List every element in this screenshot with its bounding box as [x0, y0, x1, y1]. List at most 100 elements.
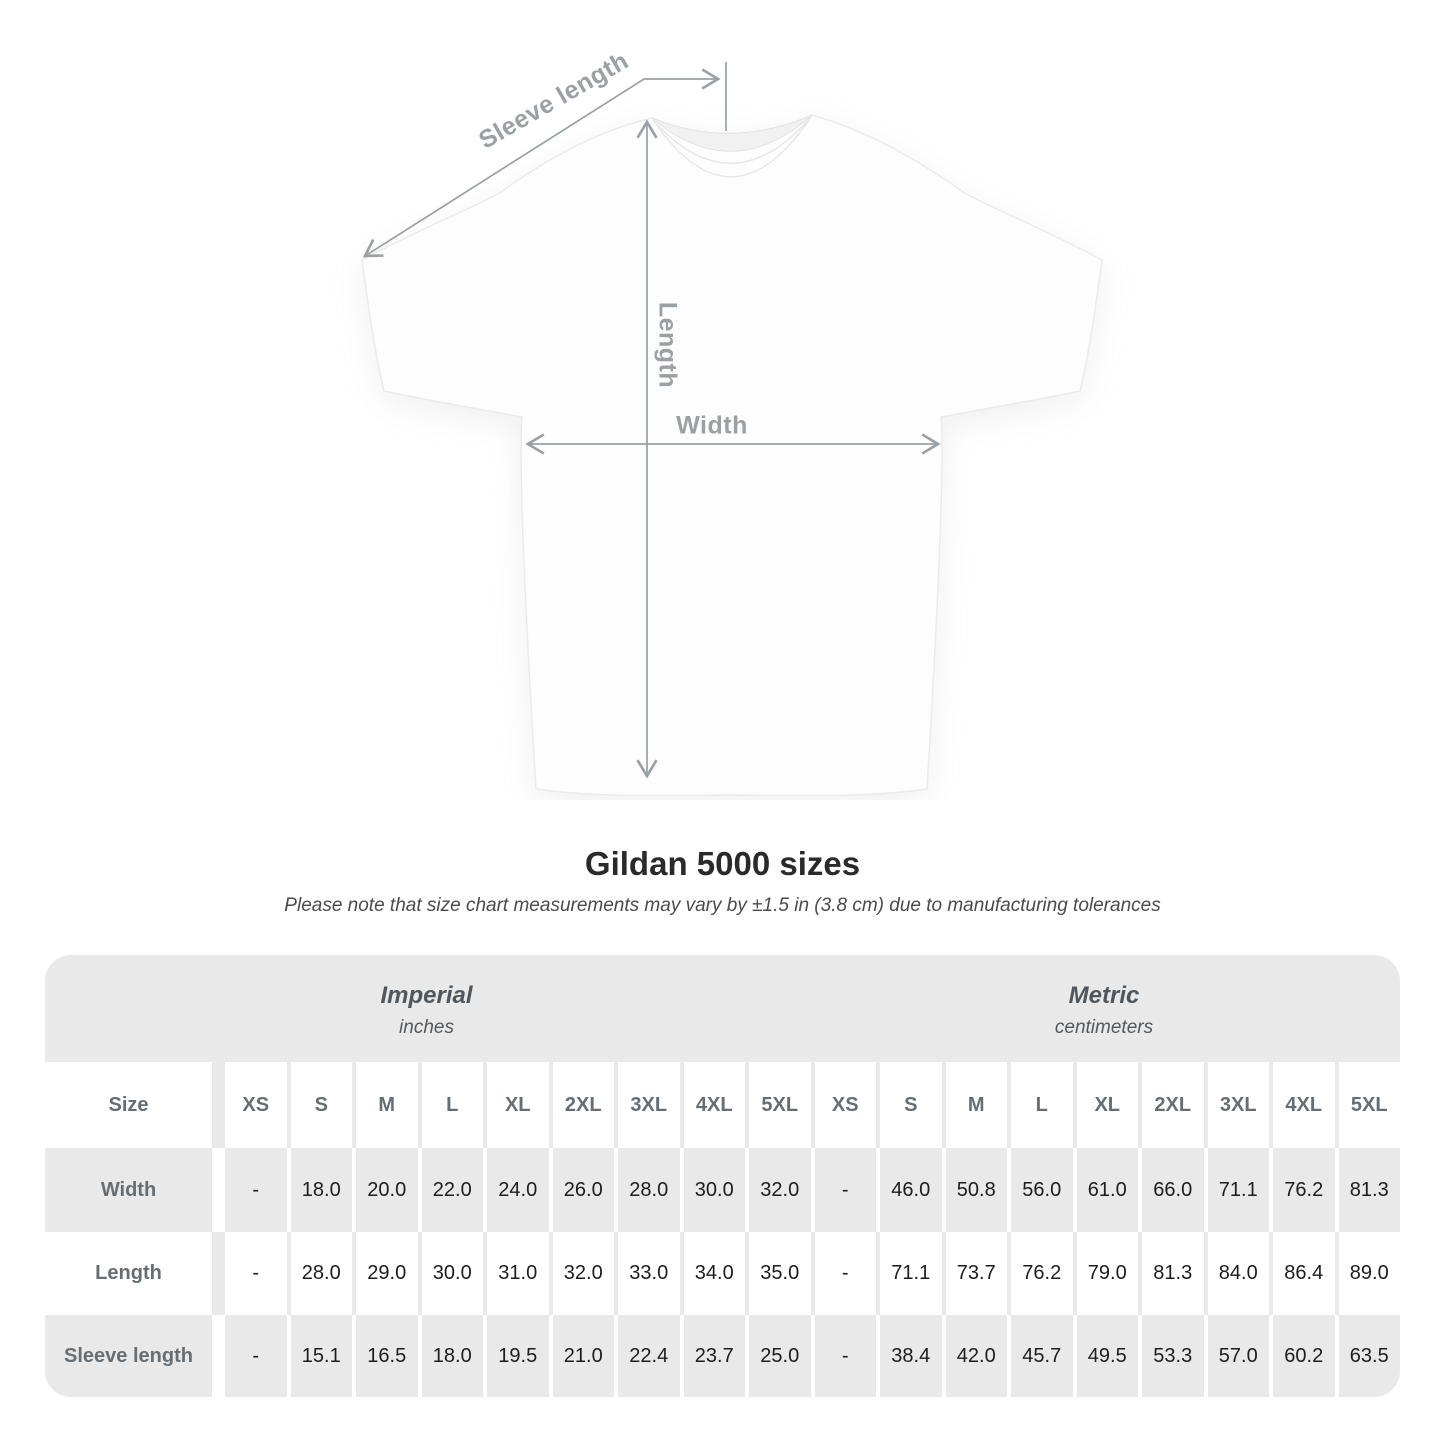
table-cell: 45.7 — [1011, 1315, 1073, 1397]
table-cell: 76.2 — [1273, 1148, 1335, 1232]
table-cell: 60.2 — [1273, 1315, 1335, 1397]
size-header-imperial-l: L — [421, 1062, 483, 1148]
imperial-group-header: Imperial inches — [45, 955, 808, 1062]
size-header-imperial-3xl: 3XL — [618, 1062, 680, 1148]
table-row-sleeve-length: Sleeve length - 15.1 16.5 18.0 19.5 21.0… — [45, 1315, 1400, 1397]
size-header-imperial-xs: XS — [225, 1062, 287, 1148]
table-cell: - — [225, 1148, 287, 1232]
table-cell: 79.0 — [1076, 1232, 1138, 1315]
column-divider — [216, 1148, 221, 1232]
size-column-header: Size — [45, 1062, 212, 1148]
table-cell: 63.5 — [1338, 1315, 1400, 1397]
table-cell: 16.5 — [356, 1315, 418, 1397]
size-header-imperial-s: S — [290, 1062, 352, 1148]
table-cell: - — [225, 1232, 287, 1315]
column-divider — [216, 1062, 221, 1148]
table-cell: 32.0 — [552, 1232, 614, 1315]
size-header-metric-3xl: 3XL — [1207, 1062, 1269, 1148]
size-header-imperial-m: M — [356, 1062, 418, 1148]
table-cell: 29.0 — [356, 1232, 418, 1315]
size-header-metric-s: S — [880, 1062, 942, 1148]
table-cell: - — [814, 1315, 876, 1397]
table-cell: 81.3 — [1338, 1148, 1400, 1232]
table-cell: 28.0 — [290, 1232, 352, 1315]
table-cell: 35.0 — [749, 1232, 811, 1315]
table-cell: 18.0 — [290, 1148, 352, 1232]
size-header-metric-4xl: 4XL — [1273, 1062, 1335, 1148]
table-cell: 18.0 — [421, 1315, 483, 1397]
size-header-metric-l: L — [1011, 1062, 1073, 1148]
row-label-width: Width — [45, 1148, 212, 1232]
table-cell: 66.0 — [1142, 1148, 1204, 1232]
table-cell: 81.3 — [1142, 1232, 1204, 1315]
imperial-unit: inches — [399, 1017, 454, 1038]
table-cell: 56.0 — [1011, 1148, 1073, 1232]
table-cell: 71.1 — [880, 1232, 942, 1315]
table-cell: 86.4 — [1273, 1232, 1335, 1315]
size-header-metric-xl: XL — [1076, 1062, 1138, 1148]
size-header-metric-m: M — [945, 1062, 1007, 1148]
table-cell: 20.0 — [356, 1148, 418, 1232]
size-header-imperial-4xl: 4XL — [683, 1062, 745, 1148]
sleeve-length-arrow — [362, 68, 721, 258]
table-cell: 46.0 — [880, 1148, 942, 1232]
table-cell: 26.0 — [552, 1148, 614, 1232]
tolerance-note: Please note that size chart measurements… — [284, 895, 1161, 916]
table-cell: 61.0 — [1076, 1148, 1138, 1232]
table-cell: - — [814, 1232, 876, 1315]
table-cell: 42.0 — [945, 1315, 1007, 1397]
row-label-sleeve-length: Sleeve length — [45, 1315, 212, 1397]
unit-band: Imperial inches Metric centimeters — [45, 955, 1400, 1062]
size-header-imperial-2xl: 2XL — [552, 1062, 614, 1148]
column-divider — [216, 1232, 221, 1315]
table-row-length: Length - 28.0 29.0 30.0 31.0 32.0 33.0 3… — [45, 1232, 1400, 1315]
table-row-width: Width - 18.0 20.0 22.0 24.0 26.0 28.0 30… — [45, 1148, 1400, 1232]
table-cell: 22.0 — [421, 1148, 483, 1232]
table-cell: 32.0 — [749, 1148, 811, 1232]
table-cell: 30.0 — [683, 1148, 745, 1232]
size-diagram: Sleeve length Length Width — [361, 47, 1103, 797]
table-cell: 22.4 — [618, 1315, 680, 1397]
table-cell: 49.5 — [1076, 1315, 1138, 1397]
tshirt-body — [361, 114, 1103, 797]
table-cell: 31.0 — [487, 1232, 549, 1315]
table-cell: 57.0 — [1207, 1315, 1269, 1397]
tshirt-illustration — [361, 62, 1103, 797]
size-header-metric-2xl: 2XL — [1142, 1062, 1204, 1148]
table-cell: 53.3 — [1142, 1315, 1204, 1397]
size-header-imperial-5xl: 5XL — [749, 1062, 811, 1148]
row-label-length: Length — [45, 1232, 212, 1315]
table-cell: 50.8 — [945, 1148, 1007, 1232]
table-cell: - — [225, 1315, 287, 1397]
table-cell: 15.1 — [290, 1315, 352, 1397]
table-cell: 76.2 — [1011, 1232, 1073, 1315]
table-cell: 73.7 — [945, 1232, 1007, 1315]
size-header-metric-5xl: 5XL — [1338, 1062, 1400, 1148]
table-cell: 25.0 — [749, 1315, 811, 1397]
table-cell: 89.0 — [1338, 1232, 1400, 1315]
measurement-arrows — [362, 62, 941, 779]
width-label: Width — [676, 411, 748, 440]
imperial-title: Imperial — [380, 982, 473, 1009]
table-cell: 28.0 — [618, 1148, 680, 1232]
size-header-imperial-xl: XL — [487, 1062, 549, 1148]
table-cell: 33.0 — [618, 1232, 680, 1315]
size-chart-table: Imperial inches Metric centimeters Size … — [45, 955, 1400, 1397]
metric-group-header: Metric centimeters — [808, 955, 1400, 1062]
length-label: Length — [653, 301, 682, 389]
table-cell: 30.0 — [421, 1232, 483, 1315]
size-header-metric-xs: XS — [814, 1062, 876, 1148]
table-cell: 38.4 — [880, 1315, 942, 1397]
table-cell: 71.1 — [1207, 1148, 1269, 1232]
table-cell: 34.0 — [683, 1232, 745, 1315]
table-cell: - — [814, 1148, 876, 1232]
table-cell: 84.0 — [1207, 1232, 1269, 1315]
table-cell: 24.0 — [487, 1148, 549, 1232]
page-title: Gildan 5000 sizes — [584, 845, 861, 882]
table-cell: 21.0 — [552, 1315, 614, 1397]
table-cell: 23.7 — [683, 1315, 745, 1397]
metric-title: Metric — [1068, 982, 1140, 1009]
metric-unit: centimeters — [1054, 1017, 1154, 1038]
table-header-row: Size XS S M L XL 2XL 3XL 4XL 5XL XS S M … — [45, 1062, 1400, 1148]
column-divider — [216, 1315, 221, 1397]
